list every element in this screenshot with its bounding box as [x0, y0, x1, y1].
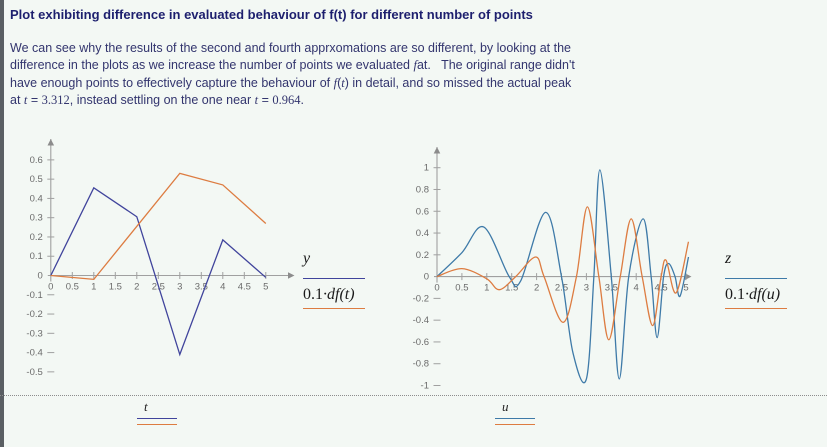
svg-text:5: 5 [683, 283, 688, 294]
svg-text:-0.2: -0.2 [413, 293, 429, 304]
svg-text:0.2: 0.2 [416, 250, 429, 261]
svg-text:0.5: 0.5 [455, 283, 468, 294]
svg-text:2: 2 [534, 283, 539, 294]
svg-text:-1: -1 [421, 381, 429, 392]
svg-text:0.8: 0.8 [416, 184, 429, 195]
svg-text:0: 0 [424, 272, 429, 283]
svg-text:-0.4: -0.4 [413, 315, 429, 326]
svg-text:0.6: 0.6 [416, 206, 429, 217]
svg-text:4.5: 4.5 [654, 283, 667, 294]
svg-text:2.5: 2.5 [555, 283, 568, 294]
svg-text:-0.8: -0.8 [413, 359, 429, 370]
svg-text:0.4: 0.4 [416, 228, 429, 239]
svg-text:3: 3 [584, 283, 589, 294]
svg-text:1: 1 [424, 163, 429, 174]
svg-text:0: 0 [434, 283, 439, 294]
svg-text:4: 4 [634, 283, 639, 294]
svg-text:1: 1 [484, 283, 489, 294]
svg-text:-0.6: -0.6 [413, 337, 429, 348]
